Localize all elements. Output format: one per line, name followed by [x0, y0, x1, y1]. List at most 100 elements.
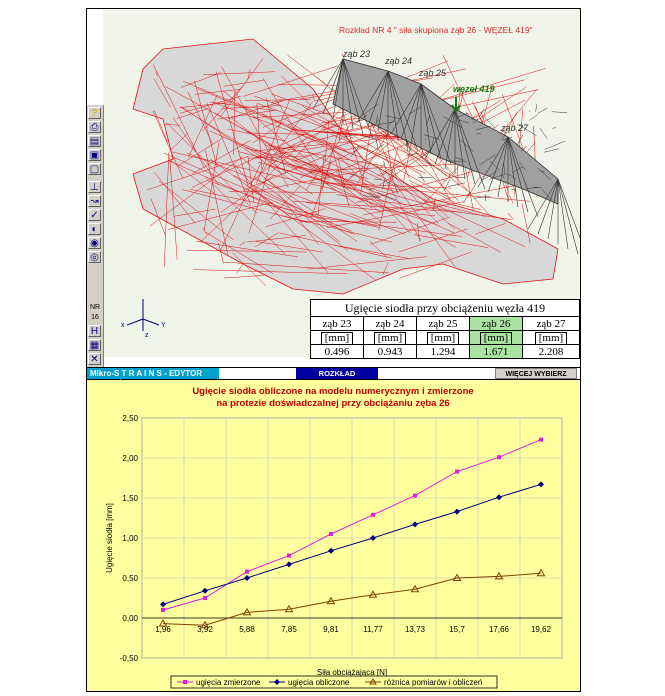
chart-svg: Ugięcie siodła obliczone na modelu numer…	[105, 386, 563, 689]
printer-setup-icon[interactable]: ▤	[88, 135, 101, 147]
label-tooth-25: ząb 25	[418, 68, 447, 78]
rotate-icon[interactable]: ◐	[88, 223, 101, 235]
close-icon[interactable]: ✕	[88, 353, 101, 365]
data-point	[539, 437, 543, 442]
mesh-model: ząb 23 ząb 24 ząb 25 węzeł 419 ząb 27 x …	[121, 38, 589, 339]
unit-cell: [mm]	[417, 330, 470, 345]
data-point	[160, 601, 166, 608]
mesh-viewer: ząb 23 ząb 24 ząb 25 węzeł 419 ząb 27 x …	[87, 9, 589, 368]
y-tick-label: 0,50	[122, 574, 138, 583]
data-point	[326, 596, 336, 605]
data-point	[329, 532, 333, 536]
x-tick-label: 9,81	[323, 625, 339, 634]
data-point	[287, 553, 291, 558]
header-tooth-25: ząb 25	[417, 316, 470, 330]
data-point	[161, 608, 165, 612]
save-icon[interactable]: ▣	[88, 149, 101, 161]
data-point	[538, 481, 544, 488]
chart-title-line-1: Ugięcie siodła obliczone na modelu numer…	[192, 386, 473, 397]
x-tick-label: 11,77	[363, 625, 383, 634]
table-title: Ugięcie siodła przy obciążeniu węzła 419	[344, 301, 546, 315]
node-arrow-icon	[451, 97, 461, 113]
value-tooth-27: 2.208	[523, 344, 579, 358]
data-point	[494, 571, 504, 580]
data-point	[328, 547, 334, 554]
teeth-mesh	[312, 58, 589, 260]
data-point	[244, 575, 250, 581]
data-point	[536, 568, 546, 577]
y-tick-label: 2,00	[122, 454, 138, 463]
y-axis-label: Ugięcie siodła [mm]	[105, 503, 114, 573]
series-line-3	[162, 572, 542, 626]
y-tick-label: 0,00	[122, 614, 138, 623]
zoom-icon[interactable]: ◉	[88, 237, 101, 249]
data-point	[203, 596, 207, 600]
value-tooth-26: 1.671	[470, 344, 523, 358]
legend-label: ugięcia obliczone	[288, 678, 350, 687]
nr-label: NR	[89, 304, 101, 311]
data-point	[242, 607, 252, 616]
label-tooth-24: ząb 24	[384, 56, 412, 66]
axis-y-icon[interactable]: ↝	[88, 195, 101, 207]
status-strip: Mikro-S T R A I N S - EDYTOR WYNIKÓW ROZ…	[87, 368, 580, 389]
data-point	[371, 512, 375, 517]
grid-icon[interactable]: ▦	[88, 339, 101, 351]
main-frame: ząb 23 ząb 24 ząb 25 węzeł 419 ząb 27 x …	[86, 8, 589, 692]
app-label: Mikro-S T R A I N S - EDYTOR WYNIKÓW	[87, 368, 219, 389]
data-point	[284, 604, 294, 613]
axis-triad-icon	[126, 299, 160, 331]
data-point	[202, 587, 208, 594]
unit-cell: [mm]	[364, 330, 417, 345]
more-select-button[interactable]: WIĘCEJ WYBIERZ	[495, 368, 577, 379]
data-point	[413, 493, 417, 498]
data-point	[410, 584, 420, 593]
header-tooth-23: ząb 23	[311, 316, 364, 330]
data-point	[497, 455, 501, 460]
unit-cell: [mm]	[523, 330, 579, 345]
x-tick-label: 5,88	[239, 625, 255, 634]
series-line-2	[162, 483, 542, 605]
legend-label: ugięcia zmierzone	[196, 678, 261, 687]
axis-y-label: Y	[161, 322, 166, 329]
chart-legend: ugięcia zmierzone ugięcia obliczone różnic…	[170, 675, 498, 689]
data-point	[200, 620, 210, 629]
value-tooth-23: 0.496	[311, 344, 364, 358]
unit-cell: [mm]	[311, 330, 364, 345]
y-tick-label: -0,50	[120, 654, 139, 663]
label-node-419: węzeł 419	[453, 84, 495, 94]
mesh-canvas[interactable]: ząb 23 ząb 24 ząb 25 węzeł 419 ząb 27 x …	[103, 9, 589, 357]
data-point	[370, 535, 376, 541]
x-tick-label: 3,92	[197, 625, 213, 634]
x-tick-label: 17,66	[489, 625, 510, 634]
deformation-button[interactable]: ROZKŁAD DEFORMACJI	[296, 368, 378, 389]
label-tooth-27: ząb 27	[500, 123, 529, 133]
value-tooth-24: 0.943	[364, 344, 417, 358]
x-tick-label: 1,96	[155, 625, 171, 634]
y-tick-label: 1,50	[122, 494, 138, 503]
header-tooth-24: ząb 24	[364, 316, 417, 330]
data-point	[455, 469, 459, 474]
axis-x-icon[interactable]: ✓	[88, 209, 101, 221]
data-point	[158, 619, 168, 627]
data-point	[286, 561, 292, 568]
unit-cell: [mm]	[470, 330, 523, 345]
data-point	[368, 590, 378, 598]
axis-z-label: z	[145, 332, 149, 339]
data-point	[412, 521, 418, 528]
data-point	[496, 494, 502, 501]
viewer-title: Rozkład NR 4 " siła skupiona ząb 26 - WĘ…	[339, 25, 533, 35]
print-icon[interactable]: ⎙	[88, 121, 101, 133]
header-tooth-26: ząb 26	[470, 316, 523, 330]
x-tick-label: 15,7	[449, 625, 465, 634]
hh-icon[interactable]: H	[88, 325, 101, 337]
nr-value: 16	[91, 314, 99, 321]
value-tooth-25: 1.294	[417, 344, 470, 358]
copy-icon[interactable]: ▢	[88, 163, 101, 175]
header-tooth-27: ząb 27	[523, 316, 579, 330]
help-icon[interactable]: ?	[88, 107, 101, 119]
axis-x-label: x	[121, 322, 125, 329]
data-point	[454, 508, 460, 515]
data-point	[452, 573, 462, 581]
target-icon[interactable]: ◎	[88, 251, 101, 263]
axis-z-icon[interactable]: ⊥	[88, 181, 101, 193]
